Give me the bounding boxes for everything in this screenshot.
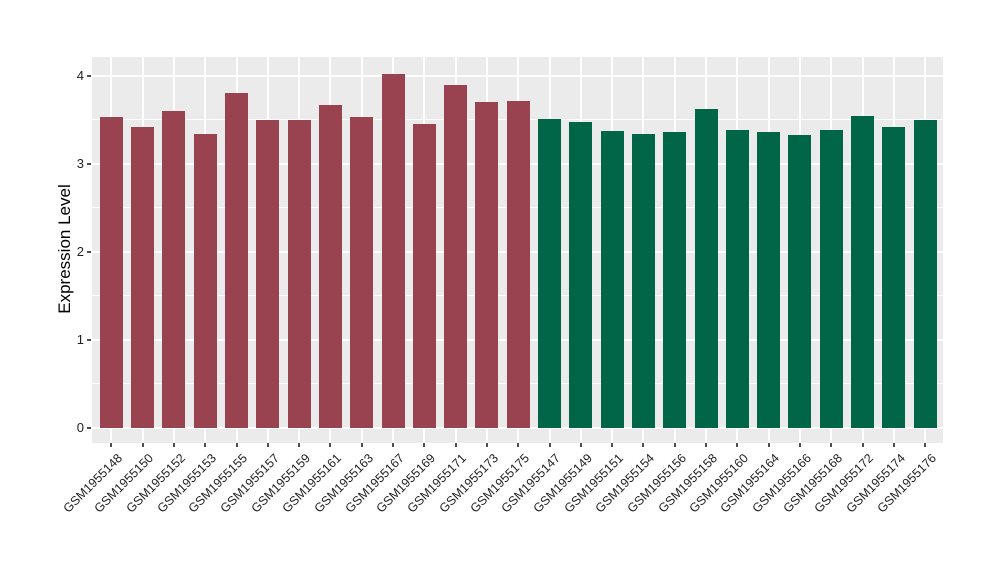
bar: [600, 130, 624, 428]
x-tick-mark: [517, 443, 520, 447]
x-tick-mark: [141, 443, 144, 447]
y-tick-label: 4: [76, 68, 84, 83]
bar: [162, 110, 186, 428]
y-tick-label: 3: [76, 156, 84, 172]
bar: [225, 93, 248, 428]
x-tick-mark: [673, 443, 676, 447]
bar: [506, 101, 530, 428]
x-tick-mark: [861, 443, 864, 447]
bar: [350, 116, 374, 428]
x-tick-mark: [924, 443, 927, 447]
bar: [569, 122, 593, 428]
x-tick-mark: [830, 443, 833, 447]
x-tick-mark: [235, 443, 238, 447]
bar: [538, 118, 561, 428]
y-tick-mark: [87, 250, 91, 253]
y-tick-mark: [87, 338, 91, 341]
bar: [882, 126, 906, 428]
y-tick-label: 1: [76, 332, 84, 348]
y-tick-mark: [87, 74, 91, 77]
x-tick-mark: [892, 443, 895, 447]
bar: [193, 133, 217, 428]
x-tick-mark: [798, 443, 801, 447]
chart-panel: [92, 57, 943, 443]
bar: [694, 108, 718, 428]
bar: [663, 131, 687, 428]
bar: [444, 85, 468, 428]
x-tick-mark: [204, 443, 207, 447]
x-tick-mark: [485, 443, 488, 447]
y-tick-label: 0: [76, 420, 84, 436]
x-tick-mark: [266, 443, 269, 447]
x-tick-mark: [298, 443, 301, 447]
x-tick-mark: [360, 443, 363, 447]
y-tick-label: 2: [76, 244, 84, 260]
x-tick-mark: [705, 443, 707, 447]
bar: [256, 119, 280, 428]
x-tick-mark: [767, 443, 770, 447]
x-tick-mark: [110, 443, 113, 447]
bar: [381, 73, 405, 428]
bar: [725, 130, 749, 428]
bar: [757, 131, 781, 428]
x-tick-mark: [736, 443, 739, 447]
x-tick-mark: [329, 443, 332, 447]
x-tick-mark: [548, 443, 551, 447]
bar: [788, 135, 812, 428]
bar: [99, 116, 123, 428]
bar: [475, 101, 499, 428]
bar: [819, 130, 843, 428]
x-tick-mark: [611, 443, 614, 447]
y-tick-mark: [87, 426, 91, 429]
bar: [318, 105, 342, 428]
x-tick-mark: [642, 443, 645, 447]
bar: [412, 123, 436, 428]
bar: [131, 127, 155, 428]
x-tick-mark: [392, 443, 394, 447]
x-tick-mark: [172, 443, 175, 447]
x-tick-mark: [579, 443, 582, 447]
x-tick-mark: [423, 443, 426, 447]
bar: [851, 116, 874, 428]
x-tick-mark: [454, 443, 457, 447]
bar: [287, 120, 311, 428]
bar: [631, 134, 655, 428]
y-tick-mark: [87, 162, 91, 165]
bar: [913, 119, 937, 428]
